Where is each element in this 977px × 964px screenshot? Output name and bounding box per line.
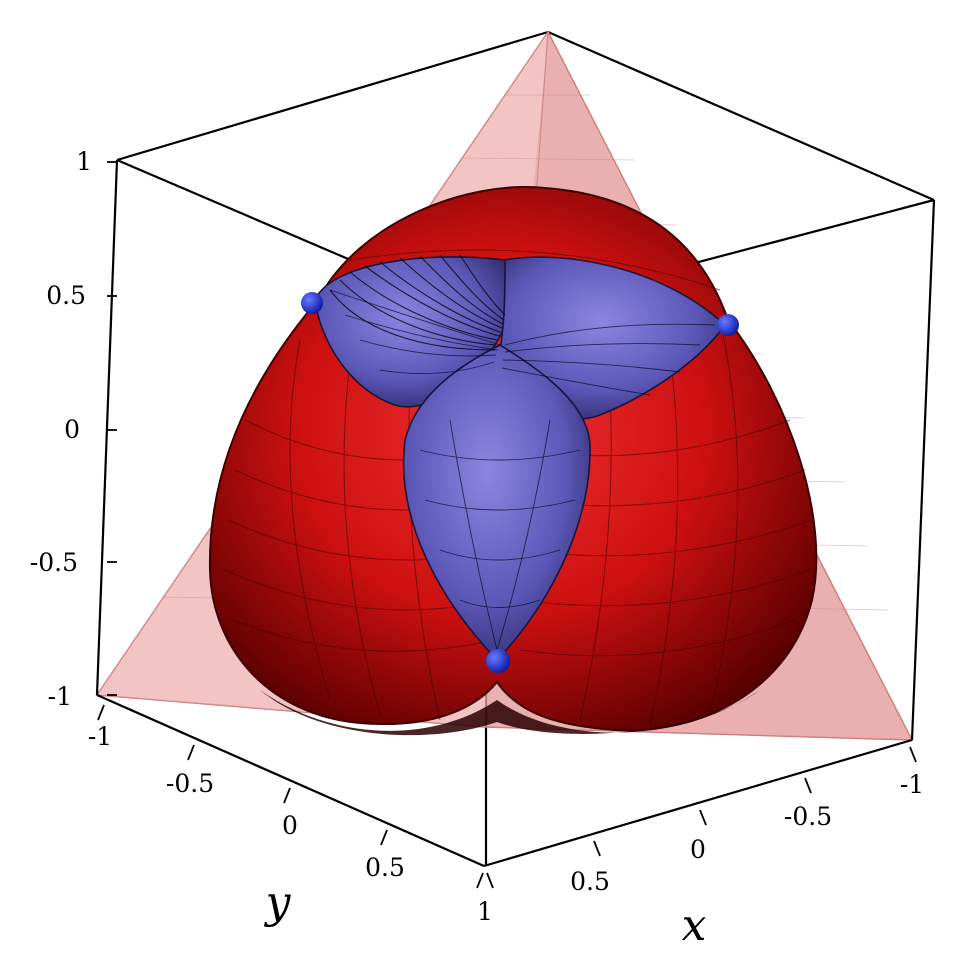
z-tick-label: 1 xyxy=(76,147,92,176)
x-axis-label: x xyxy=(682,900,707,951)
tick-marks xyxy=(97,161,917,889)
y-tick-label: -1 xyxy=(88,722,112,751)
red-surface-mesh xyxy=(224,249,813,726)
y-axis-tick-labels: -1 -0.5 0 0.5 1 xyxy=(88,722,493,926)
y-axis-label: y xyxy=(264,877,292,928)
blue-three-lobe-surface xyxy=(314,254,727,662)
marker-point xyxy=(486,649,510,673)
x-tick-label: 0.5 xyxy=(570,867,610,896)
z-tick-label: -1 xyxy=(48,682,72,711)
marker-point xyxy=(301,292,323,314)
y-tick-label: 0 xyxy=(282,811,298,840)
blue-surface-dense-mesh xyxy=(329,254,506,351)
y-tick-label: -0.5 xyxy=(166,769,214,798)
z-tick-label: 0.5 xyxy=(46,281,86,310)
x-tick-label: -0.5 xyxy=(784,802,832,831)
x-axis-tick-labels: 0.5 0 -0.5 -1 xyxy=(570,770,924,896)
x-tick-label: -1 xyxy=(900,770,924,799)
z-tick-label: -0.5 xyxy=(30,548,78,577)
z-tick-label: 0 xyxy=(64,415,80,444)
marker-points xyxy=(301,292,739,673)
marker-point xyxy=(717,314,739,336)
z-axis-tick-labels: 1 0.5 0 -0.5 -1 xyxy=(30,147,92,711)
y-tick-label: 0.5 xyxy=(365,853,405,882)
bounding-box-front xyxy=(95,159,936,868)
x-tick-label: 0 xyxy=(690,835,706,864)
y-tick-label: 1 xyxy=(477,897,493,926)
